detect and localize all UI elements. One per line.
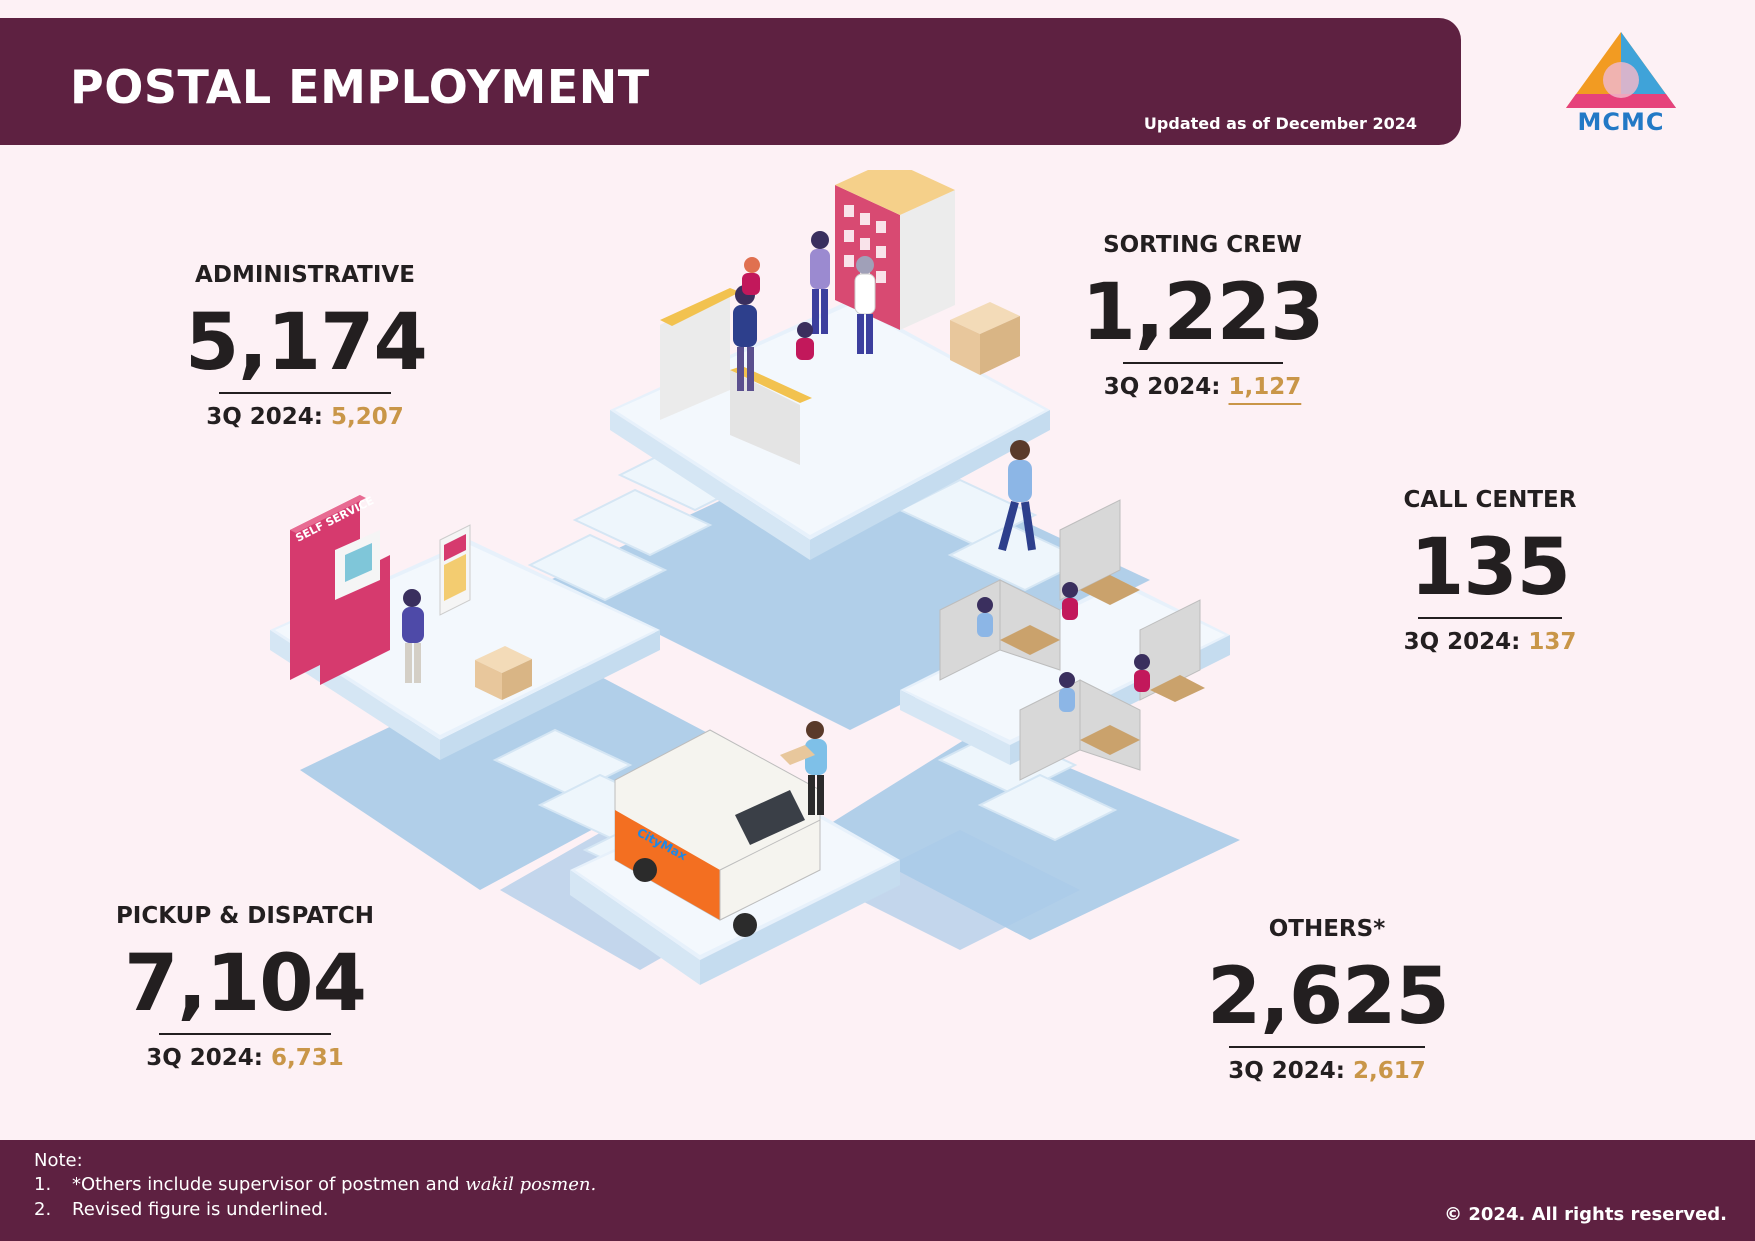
prev-label: 3Q 2024: — [1228, 1058, 1345, 1084]
note-2: 2. Revised figure is underlined. — [34, 1199, 328, 1220]
stat-label: ADMINISTRATIVE — [195, 262, 415, 288]
stat-rule — [1229, 1046, 1425, 1048]
stat-previous: 3Q 2024: 5,207 — [185, 404, 425, 430]
isometric-illustration: SELF SERVICE — [260, 160, 1410, 1130]
stat-previous: 3Q 2024: 1,127 — [1080, 374, 1325, 400]
stat-sorting-crew: SORTING CREW 1,223 3Q 2024: 1,127 — [1080, 232, 1325, 400]
stat-call-center: CALL CENTER 135 3Q 2024: 137 — [1370, 487, 1610, 655]
stat-previous: 3Q 2024: 2,617 — [1207, 1058, 1447, 1084]
prev-value: 5,207 — [331, 404, 404, 430]
prev-label: 3Q 2024: — [146, 1045, 263, 1071]
prev-value: 2,617 — [1353, 1058, 1426, 1084]
stat-value: 135 — [1410, 523, 1571, 613]
mcmc-logo: MCMC — [1556, 30, 1686, 136]
stat-others: OTHERS* 2,625 3Q 2024: 2,617 — [1207, 916, 1450, 1084]
page-title: POSTAL EMPLOYMENT — [70, 60, 650, 114]
note-1: 1. *Others include supervisor of postmen … — [34, 1174, 596, 1195]
note-number: 2. — [34, 1199, 52, 1220]
note-text: Revised figure is underlined. — [72, 1199, 329, 1220]
prev-value: 1,127 — [1228, 374, 1302, 400]
mcmc-logo-icon — [1566, 32, 1676, 108]
updated-date: Updated as of December 2024 — [1143, 114, 1417, 133]
stat-previous: 3Q 2024: 137 — [1370, 629, 1610, 655]
stat-label: CALL CENTER — [1403, 487, 1577, 513]
copyright: © 2024. All rights reserved. — [1444, 1204, 1727, 1225]
prev-label: 3Q 2024: — [1103, 374, 1221, 400]
stat-label: SORTING CREW — [1103, 232, 1302, 258]
stat-pickup-dispatch: PICKUP & DISPATCH 7,104 3Q 2024: 6,731 — [105, 903, 385, 1071]
note-italic: wakil posmen. — [465, 1174, 597, 1195]
prev-value: 6,731 — [271, 1045, 344, 1071]
note-number: 1. — [34, 1174, 52, 1195]
note-heading: Note: — [34, 1150, 83, 1171]
prev-value: 137 — [1528, 629, 1577, 655]
illustration-svg: SELF SERVICE — [270, 160, 1240, 985]
stat-value: 1,223 — [1081, 268, 1325, 358]
note-text: *Others include supervisor of postmen an… — [72, 1174, 466, 1195]
prev-label: 3Q 2024: — [1403, 629, 1521, 655]
stat-rule — [1122, 362, 1283, 364]
stat-rule — [159, 1033, 331, 1035]
stat-administrative: ADMINISTRATIVE 5,174 3Q 2024: 5,207 — [185, 262, 428, 430]
logo-text: MCMC — [1577, 108, 1665, 136]
stat-previous: 3Q 2024: 6,731 — [105, 1045, 385, 1071]
stat-value: 7,104 — [124, 939, 367, 1029]
prev-label: 3Q 2024: — [206, 404, 323, 430]
stat-label: PICKUP & DISPATCH — [115, 903, 375, 929]
stat-value: 2,625 — [1207, 952, 1450, 1042]
header-banner: POSTAL EMPLOYMENT Updated as of December… — [0, 18, 1461, 145]
footer-notes: Note: 1. *Others include supervisor of po… — [0, 1140, 1755, 1241]
stat-value: 5,174 — [185, 298, 428, 388]
stat-rule — [219, 392, 391, 394]
stat-rule — [1418, 617, 1562, 619]
stat-label: OTHERS* — [1268, 916, 1386, 942]
